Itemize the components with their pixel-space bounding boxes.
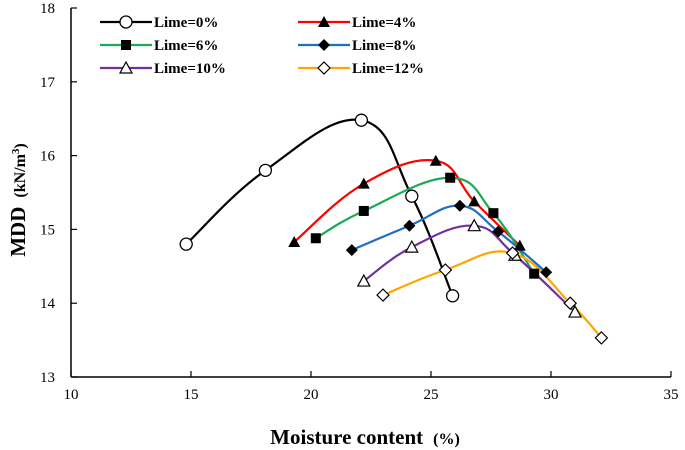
y-axis-title: MDD (kN/m3) [6,143,30,257]
data-point-series-4-4 [567,304,583,318]
legend-marker-2 [121,40,131,50]
data-point-series-5-4 [594,331,609,345]
series-line-5 [382,250,603,339]
data-point-series-3-1 [403,219,416,232]
data-point-series-1-1 [357,177,370,189]
legend-label-5: Lime=12% [352,61,424,77]
data-point-series-3-4 [540,266,553,279]
legend-label-0: Lime=0% [154,15,218,31]
legend-label-1: Lime=4% [352,15,416,31]
y-tick-label: 16 [40,149,56,165]
legend-marker-0 [119,15,133,29]
axes [70,8,671,378]
data-point-series-1-3 [468,195,481,207]
y-tick-label: 18 [40,1,55,17]
data-point-series-4-0 [356,273,371,287]
data-point-series-3-0 [345,244,358,257]
legend-marker-4 [118,60,134,74]
legend-marker-3 [318,39,330,51]
data-point-series-5-2 [505,246,520,260]
y-axis-title-main: MDD [6,207,30,257]
legend-marker-1 [318,16,330,27]
data-point-series-0-3 [405,189,419,203]
y-tick-label: 13 [40,370,55,386]
x-tick-label: 25 [424,387,439,403]
data-point-series-4-1 [404,239,419,253]
data-point-series-1-2 [429,154,442,166]
series-line-0 [185,118,454,297]
data-point-series-5-3 [563,296,578,311]
data-point-series-0-4 [445,289,460,303]
legend-label-2: Lime=6% [154,38,218,54]
data-point-series-5-1 [438,263,453,277]
y-tick-label: 17 [40,75,56,91]
data-point-series-2-0 [310,233,321,244]
data-point-series-4-2 [467,218,482,232]
y-axis-ticks: 13 14 15 16 17 18 [40,1,77,386]
x-tick-label: 30 [544,387,559,403]
data-point-series-3-3 [492,225,505,238]
legend-marker-5 [317,61,331,75]
data-point-series-1-0 [288,235,301,247]
y-tick-label: 14 [40,296,56,312]
x-axis-title-unit: (%) [433,431,460,448]
x-axis-title-main: Moisture content [270,425,423,449]
data-point-series-0-2 [354,113,369,127]
x-axis-title: Moisture content (%) [270,425,460,449]
x-axis-ticks: 10 15 20 25 30 35 [64,371,679,403]
y-axis-title-unit-end: ) [12,143,29,148]
data-point-series-5-0 [376,288,390,302]
series-lines [185,118,603,339]
data-point-series-0-0 [179,237,193,251]
x-tick-label: 15 [184,387,199,403]
legend-label-4: Lime=10% [154,61,226,77]
x-tick-label: 35 [664,387,679,403]
data-point-series-1-4 [513,239,526,251]
y-axis-title-unit-sup: 3 [10,148,22,154]
legend: Lime=0% Lime=4% Lime=6% Lime=8% Lime=10% Lime… [100,15,424,77]
data-point-series-2-1 [358,205,369,216]
y-axis-title-unit: (kN/m [12,153,29,197]
data-point-series-3-2 [453,199,466,212]
x-tick-label: 20 [304,387,319,403]
data-point-series-2-4 [529,268,540,279]
series-line-3 [351,204,547,274]
data-point-series-2-3 [488,208,499,219]
legend-label-3: Lime=8% [352,38,416,54]
y-tick-label: 15 [40,222,55,238]
data-point-series-0-1 [258,163,273,178]
x-tick-label: 10 [64,387,79,403]
series-markers [179,113,609,345]
data-point-series-2-2 [445,172,456,183]
